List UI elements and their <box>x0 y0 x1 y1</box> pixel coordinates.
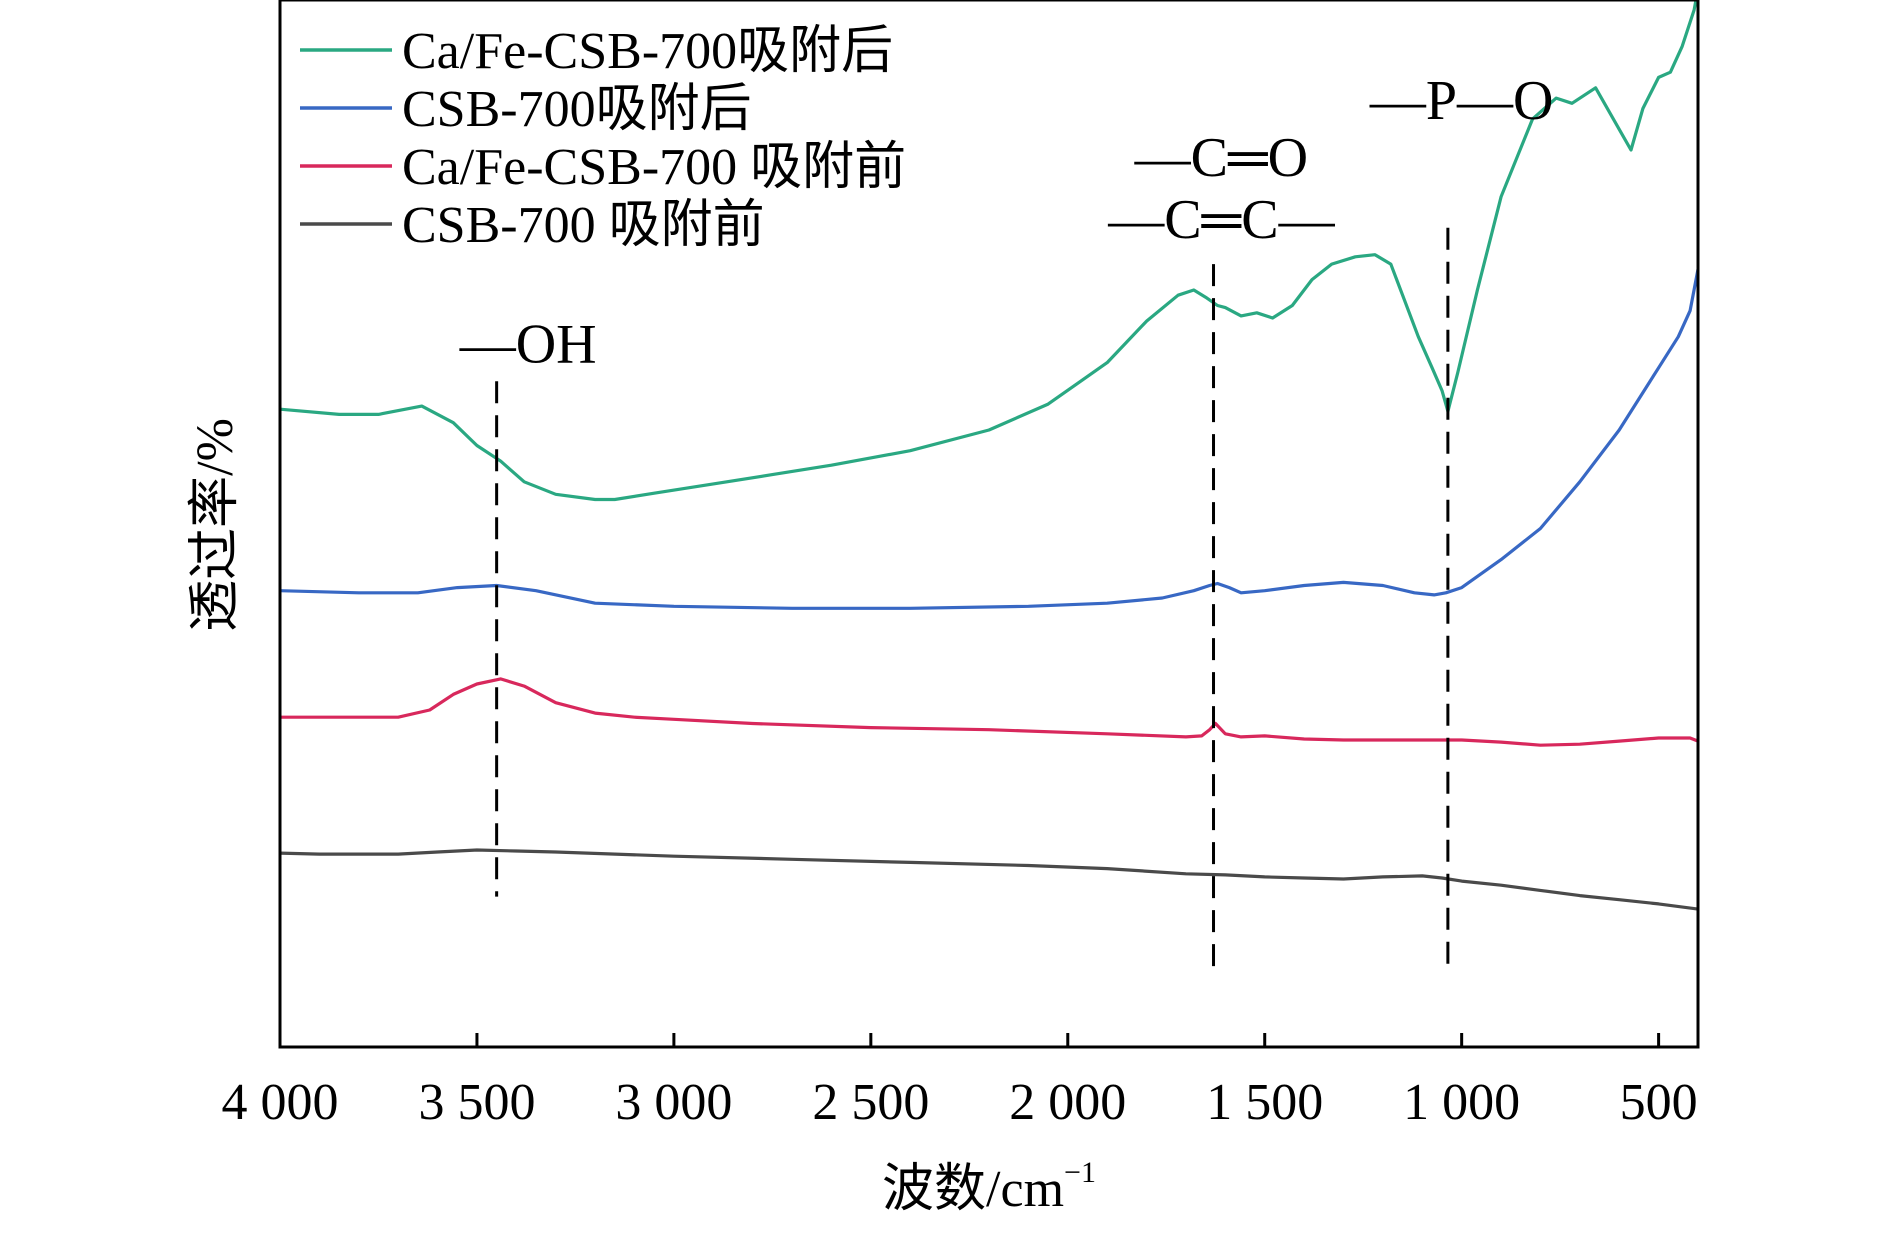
legend-label-csb_after: CSB-700吸附后 <box>402 81 752 138</box>
legend-label-csb_before: CSB-700 吸附前 <box>402 197 765 254</box>
x-tick-label: 1 500 <box>1206 1074 1323 1131</box>
annotation-label-po: —P—O <box>1369 70 1554 132</box>
annotation-label-co: —C═O <box>1134 127 1308 189</box>
x-tick-label: 3 500 <box>418 1074 535 1131</box>
x-tick-label: 1 000 <box>1403 1074 1520 1131</box>
x-tick-label: 3 000 <box>615 1074 732 1131</box>
x-axis-label-main: 波数/cm <box>882 1161 1064 1218</box>
series-line-csb_before <box>280 848 1698 911</box>
x-tick-label: 2 500 <box>812 1074 929 1131</box>
x-tick-label: 2 000 <box>1009 1074 1126 1131</box>
x-tick-label: 4 000 <box>222 1074 339 1131</box>
annotation-label-cc: —C═C— <box>1107 189 1335 251</box>
series-line-csb_after <box>280 269 1698 610</box>
x-axis-label-superscript: −1 <box>1064 1156 1096 1189</box>
series-line-ca_fe_after <box>280 0 1698 502</box>
series-line-ca_fe_before <box>280 677 1698 747</box>
annotation-label-oh: —OH <box>459 314 597 376</box>
y-axis-label: 透过率/% <box>187 418 244 632</box>
x-tick-label: 500 <box>1620 1074 1698 1131</box>
x-axis-ticks: 4 000 3 500 3 000 2 500 2 000 1 500 1 000 500 <box>222 1033 1698 1131</box>
x-axis-label: 波数/cm−1 <box>882 1156 1096 1218</box>
legend: Ca/Fe-CSB-700吸附后CSB-700吸附后Ca/Fe-CSB-700 … <box>300 23 906 254</box>
plot-area-frame <box>278 0 1700 1049</box>
annotation-group: —OH —C═C——C═O —P—O <box>459 70 1554 975</box>
legend-label-ca_fe_before: Ca/Fe-CSB-700 吸附前 <box>402 139 906 196</box>
series-group <box>280 0 1698 911</box>
legend-label-ca_fe_after: Ca/Fe-CSB-700吸附后 <box>402 23 893 80</box>
